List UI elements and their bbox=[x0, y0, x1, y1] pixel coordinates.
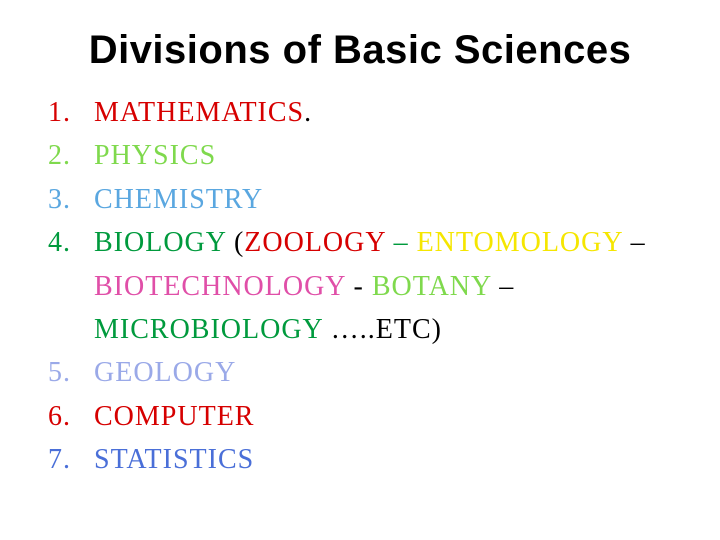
chemistry-label: Chemistry bbox=[94, 178, 672, 221]
ordered-list: 1. Mathematics. 2. Physics 3. Chemistry … bbox=[48, 91, 672, 482]
computer-label: Computer bbox=[94, 395, 672, 438]
biology-label: Biology bbox=[94, 227, 226, 258]
dash: - bbox=[346, 271, 372, 302]
item-number: 1. bbox=[48, 91, 94, 134]
list-item: 7. statistics bbox=[48, 438, 672, 481]
biology-group: Biology (zoology – entomology – biotechn… bbox=[94, 221, 672, 351]
list-item: 3. Chemistry bbox=[48, 178, 672, 221]
microbiology-label: microbiology bbox=[94, 314, 323, 345]
suffix: . bbox=[304, 97, 312, 128]
item-text: Mathematics. bbox=[94, 91, 672, 134]
statistics-label: statistics bbox=[94, 438, 672, 481]
mathematics-label: Mathematics bbox=[94, 97, 304, 128]
paren-open: ( bbox=[226, 227, 244, 258]
botany-label: Botany bbox=[372, 271, 491, 302]
item-number: 5. bbox=[48, 351, 94, 394]
slide: Divisions of Basic Sciences 1. Mathemati… bbox=[0, 0, 720, 540]
zoology-label: zoology bbox=[244, 227, 385, 258]
list-item: 6. Computer bbox=[48, 395, 672, 438]
page-title: Divisions of Basic Sciences bbox=[48, 28, 672, 73]
etc-label: …..etc) bbox=[323, 314, 442, 345]
biotechnology-label: biotechnology bbox=[94, 271, 346, 302]
list-item: 2. Physics bbox=[48, 134, 672, 177]
physics-label: Physics bbox=[94, 134, 672, 177]
dash: – bbox=[623, 227, 646, 258]
list-item: 5. Geology bbox=[48, 351, 672, 394]
item-number: 2. bbox=[48, 134, 94, 177]
list-item: 4. Biology (zoology – entomology – biote… bbox=[48, 221, 672, 351]
list-item: 1. Mathematics. bbox=[48, 91, 672, 134]
dash: – bbox=[491, 271, 514, 302]
item-number: 3. bbox=[48, 178, 94, 221]
item-number: 7. bbox=[48, 438, 94, 481]
dash: – bbox=[386, 227, 417, 258]
geology-label: Geology bbox=[94, 351, 672, 394]
item-number: 4. bbox=[48, 221, 94, 264]
entomology-label: entomology bbox=[417, 227, 623, 258]
item-number: 6. bbox=[48, 395, 94, 438]
